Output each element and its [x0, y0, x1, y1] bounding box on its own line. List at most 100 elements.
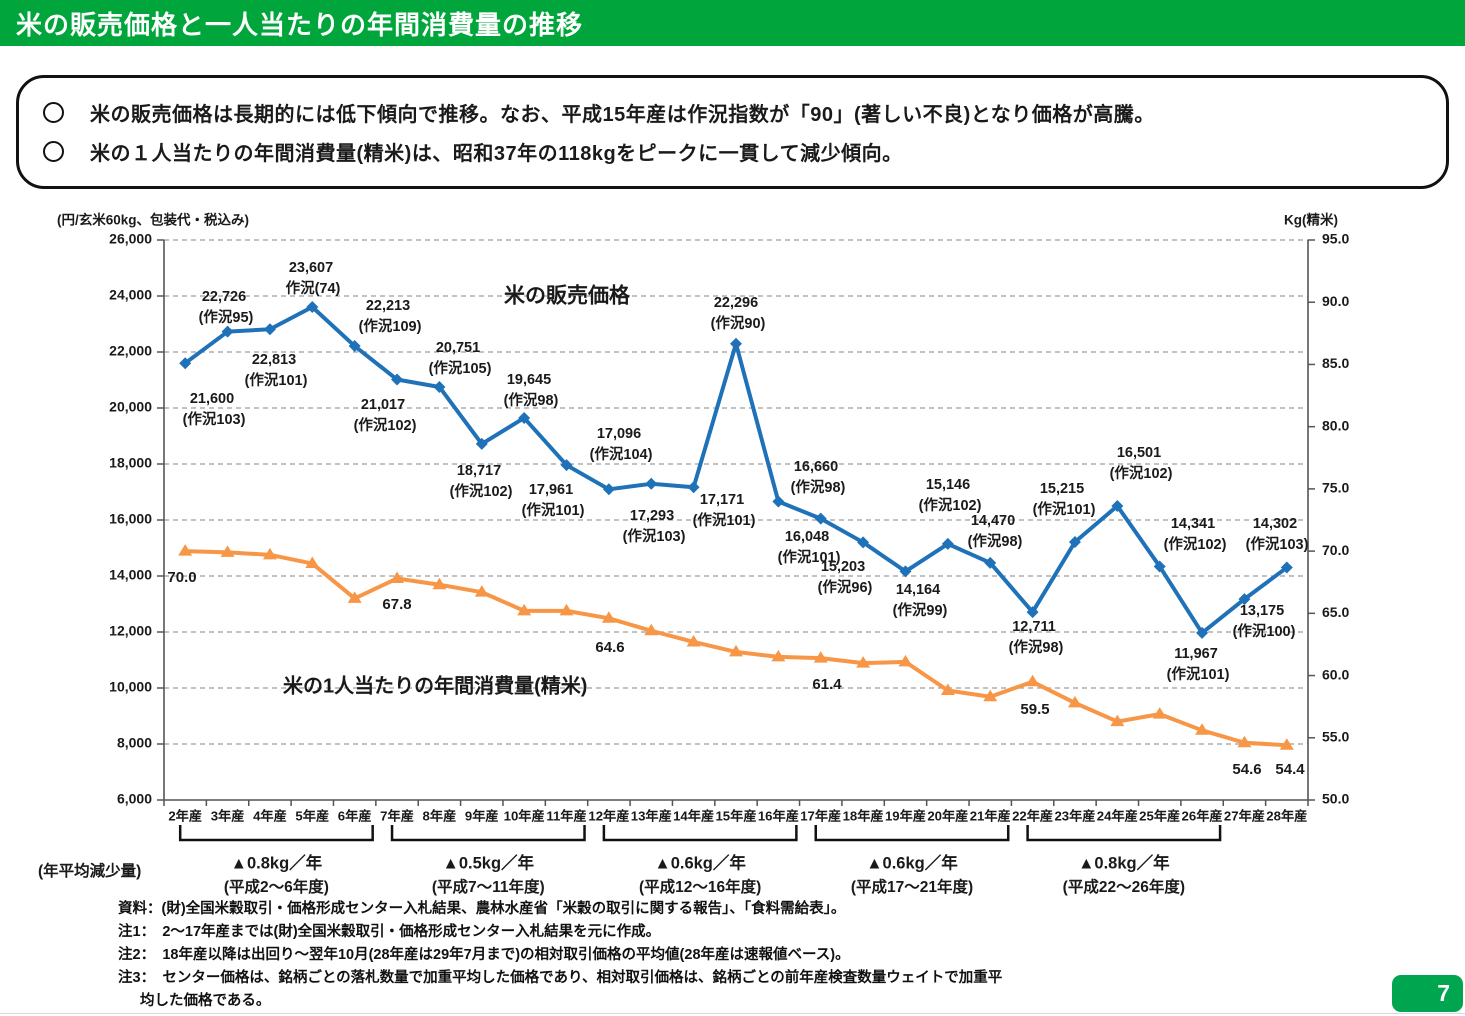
triangle-marker [178, 544, 193, 556]
diamond-marker [645, 477, 658, 490]
diamond-marker [602, 483, 615, 496]
crop-index-label: (作況103) [183, 410, 246, 428]
price-point-label: 16,660 [794, 459, 838, 475]
x-tick-label: 23年産 [1054, 807, 1095, 823]
crop-index-label: (作況101) [693, 511, 756, 529]
trend-chart: 26,000 24,000 22,000 20,000 18,000 16,000 14,0… [38, 212, 1349, 897]
price-point-label: 19,645 [507, 372, 551, 388]
reduction-period-label: (平成17～21年度) [851, 877, 973, 896]
x-tick-label: 20年産 [927, 807, 968, 823]
price-point-label: 20,751 [436, 340, 480, 356]
price-point-label: 15,215 [1040, 481, 1084, 497]
triangle-marker [644, 623, 659, 636]
diamond-marker [560, 459, 573, 472]
crop-index-label: (作況105) [429, 359, 492, 377]
x-tick-label: 24年産 [1097, 807, 1138, 823]
x-tick-label: 4年産 [253, 807, 287, 823]
crop-index-label: (作況101) [778, 548, 841, 566]
triangle-marker [1152, 707, 1167, 719]
price-point-label: 17,961 [529, 482, 573, 498]
crop-index-label: (作況102) [1110, 464, 1173, 482]
crop-index-label: (作況98) [791, 478, 846, 496]
triangle-marker [432, 577, 447, 590]
left-axis-tick-label: 20,000 [109, 399, 152, 415]
x-tick-label: 19年産 [885, 807, 926, 823]
x-tick-label: 12年産 [588, 807, 629, 823]
price-point-label: 18,717 [457, 463, 501, 479]
x-tick-label: 22年産 [1012, 807, 1053, 823]
price-point-label: 15,146 [926, 477, 970, 493]
triangle-marker [347, 591, 362, 603]
crop-index-label: (作況102) [919, 496, 982, 514]
diamond-marker [433, 380, 446, 393]
diamond-marker [1196, 626, 1209, 639]
crop-index-label: (作況98) [504, 391, 559, 409]
consumption-point-label: 54.6 [1232, 761, 1261, 778]
diamond-marker [1238, 593, 1251, 606]
x-tick-label: 17年産 [800, 807, 841, 823]
diamond-marker [899, 565, 912, 578]
diamond-marker [263, 323, 276, 336]
gridlines [157, 239, 1315, 801]
crop-index-label: (作況109) [359, 317, 422, 335]
x-tick-label: 28年産 [1266, 807, 1307, 823]
summary-bullet-1: 米の販売価格は長期的には低下傾向で推移。なお、平成15年産は作況指数が「90」(… [19, 98, 1446, 127]
consumption-point-label: 54.4 [1275, 761, 1305, 778]
price-point-label: 14,470 [971, 513, 1015, 529]
right-axis-tick-label: 55.0 [1322, 728, 1349, 744]
right-axis-tick-label: 60.0 [1322, 666, 1349, 682]
triangle-marker [813, 651, 828, 663]
triangle-marker [559, 603, 574, 616]
x-tick-label: 6年産 [338, 807, 372, 823]
price-point-label: 22,296 [714, 295, 758, 311]
x-tick-label: 14年産 [673, 807, 714, 823]
left-axis-tick-label: 22,000 [109, 343, 152, 359]
price-point-label: 14,164 [896, 582, 940, 598]
diamond-marker [1280, 561, 1293, 574]
reduction-period-label: (平成22～26年度) [1063, 877, 1185, 896]
consumption-point-label: 61.4 [812, 676, 842, 693]
x-tick-label: 7年産 [380, 807, 414, 823]
diamond-marker [221, 325, 234, 338]
price-point-label: 17,096 [597, 426, 641, 442]
triangle-marker [474, 585, 489, 597]
diamond-marker [1068, 535, 1081, 548]
note-source: 資料：(財)全国米穀取引・価格形成センター入札結果、農林水産省「米穀の取引に関す… [118, 901, 846, 917]
reduction-period-label: (平成12～16年度) [639, 877, 761, 896]
crop-index-label: (作況90) [711, 314, 766, 332]
diamond-marker [984, 556, 997, 569]
reduction-period-label: (平成2～6年度) [224, 877, 329, 896]
summary-bullet-2: 米の１人当たりの年間消費量(精米)は、昭和37年の118kgをピークに一貫して減… [19, 137, 1446, 166]
left-axis-tick-label: 10,000 [109, 679, 152, 695]
crop-index-label: (作況103) [1246, 535, 1309, 553]
crop-index-label: (作況104) [590, 445, 653, 463]
series-title: 米の販売価格 [504, 284, 631, 308]
price-point-label: 16,501 [1117, 445, 1161, 461]
price-point-label: 23,607 [289, 260, 333, 276]
x-tick-label: 16年産 [758, 807, 799, 823]
x-tick-label: 5年産 [295, 807, 329, 823]
price-point-label: 17,171 [700, 492, 744, 508]
triangle-marker [771, 649, 786, 662]
triangle-marker [305, 556, 320, 569]
x-tick-label: 21年産 [970, 807, 1011, 823]
right-axis-tick-label: 90.0 [1322, 293, 1349, 309]
consumption-series [178, 544, 1294, 750]
diamond-marker [518, 411, 531, 424]
left-axis-tick-label: 8,000 [117, 735, 152, 751]
x-tick-label: 11年産 [546, 807, 586, 823]
x-tick-label: 10年産 [504, 807, 545, 823]
triangle-marker [1110, 714, 1125, 727]
x-tick-label: 15年産 [715, 807, 756, 823]
price-point-label: 11,967 [1174, 646, 1218, 662]
note-2: 注2： 18年産以降は出回り～翌年10月(28年産は29年7月まで)の相対取引価… [118, 947, 850, 963]
left-axis-tick-label: 18,000 [109, 455, 152, 471]
summary-bullet-1-text: 米の販売価格は長期的には低下傾向で推移。なお、平成15年産は作況指数が「90」(… [90, 104, 1155, 126]
diamond-marker [772, 495, 785, 508]
x-tick-label: 18年産 [843, 807, 884, 823]
triangle-marker [262, 547, 277, 560]
crop-index-label: (作況101) [522, 501, 585, 519]
reduction-rate-label: ▲0.5kg／年 [443, 852, 535, 872]
right-axis-tick-label: 95.0 [1322, 231, 1349, 247]
crop-index-label: (作況98) [1009, 638, 1064, 656]
